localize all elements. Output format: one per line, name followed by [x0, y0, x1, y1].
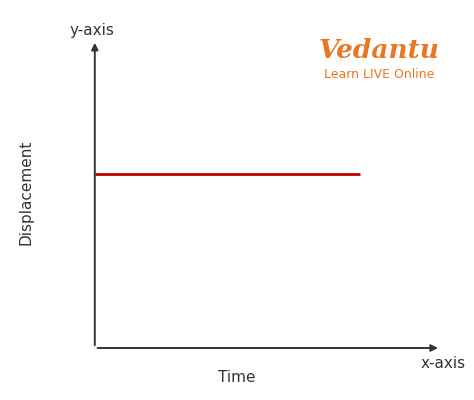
Text: y-axis: y-axis: [70, 22, 115, 38]
Text: x-axis: x-axis: [420, 356, 466, 372]
Text: Time: Time: [218, 370, 256, 386]
Text: Vedantu: Vedantu: [319, 38, 440, 62]
Text: Learn LIVE Online: Learn LIVE Online: [324, 68, 434, 80]
Text: Displacement: Displacement: [18, 139, 34, 245]
